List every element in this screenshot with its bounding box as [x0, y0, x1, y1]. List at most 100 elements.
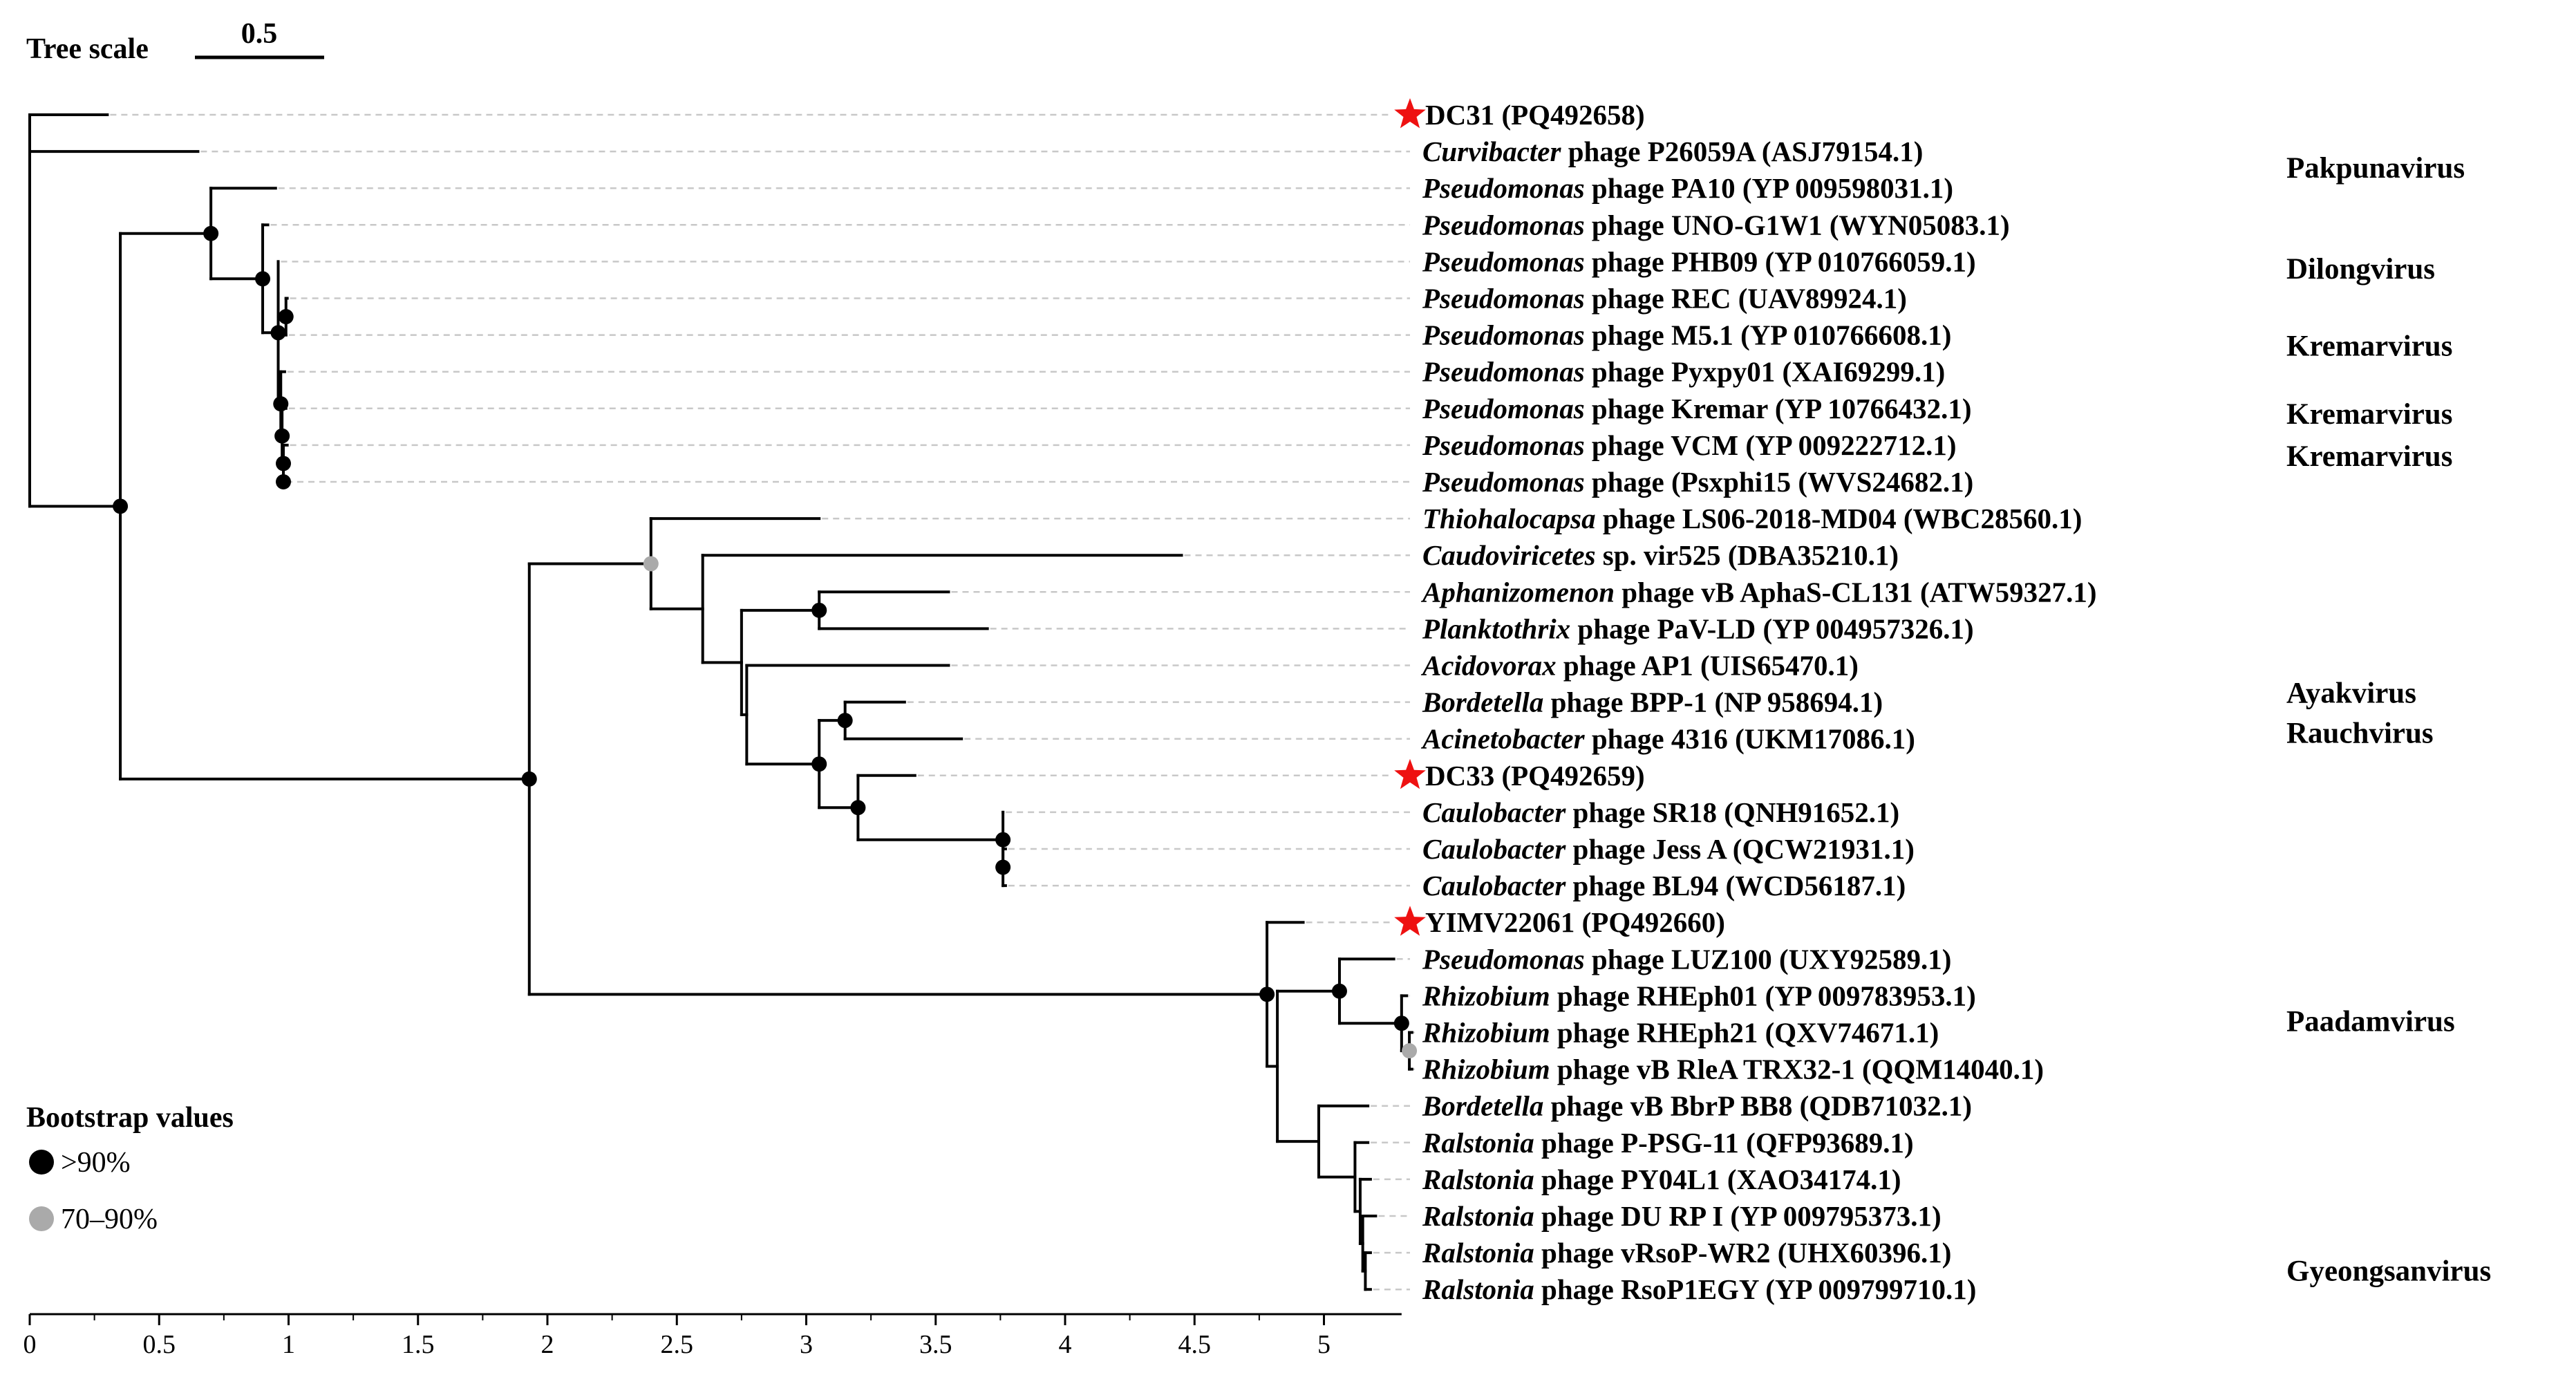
taxon-label: Acinetobacter phage 4316 (UKM17086.1)	[1420, 723, 1915, 755]
taxon-label: Ralstonia phage vRsoP-WR2 (UHX60396.1)	[1422, 1237, 1951, 1269]
highlight-star-icon	[1394, 906, 1426, 936]
highlight-star-icon	[1394, 758, 1426, 789]
taxon-genus: Bordetella	[1422, 686, 1543, 718]
taxon-genus: Pseudomonas	[1422, 245, 1585, 277]
bootstrap-high-dot	[1393, 1016, 1409, 1031]
taxon-genus: Ralstonia	[1422, 1163, 1534, 1195]
x-axis: 0 0.5 1 1.5 2 2.5 3 3.5 4 4.5 5	[23, 1313, 1402, 1359]
bootstrap-high-dot	[278, 309, 294, 325]
axis-tick-label: 4.5	[1178, 1330, 1212, 1359]
taxon-genus: Caulobacter	[1422, 833, 1566, 865]
taxon-label: Bordetella phage BPP-1 (NP 958694.1)	[1422, 686, 1883, 718]
taxon-name: phage PA10 (YP 009598031.1)	[1585, 172, 1953, 204]
bootstrap-high-dot	[995, 859, 1011, 875]
taxon-label: DC31 (PQ492658)	[1425, 99, 1645, 131]
taxon-label: Rhizobium phage RHEph01 (YP 009783953.1)	[1422, 980, 1976, 1011]
taxon-name: phage SR18 (QNH91652.1)	[1566, 796, 1899, 828]
taxon-name: phage P-PSG-11 (QFP93689.1)	[1534, 1127, 1914, 1159]
taxon-label: Bordetella phage vB BbrP BB8 (QDB71032.1…	[1422, 1090, 1972, 1122]
axis-tick-label: 2	[541, 1330, 554, 1359]
taxon-label: Pseudomonas phage Kremar (YP 10766432.1)	[1422, 393, 1972, 424]
axis-tick-label: 4	[1059, 1330, 1072, 1359]
taxon-labels: DC31 (PQ492658) Curvibacter phage P26059A…	[1394, 98, 2096, 1305]
bootstrap-high-dot	[995, 832, 1011, 848]
taxon-genus: Rhizobium	[1422, 1054, 1550, 1085]
taxon-label: Caulobacter phage BL94 (WCD56187.1)	[1422, 870, 1906, 901]
taxon-name: phage Kremar (YP 10766432.1)	[1585, 393, 1972, 424]
bootstrap-high-dot	[273, 396, 289, 412]
taxon-genus: Ralstonia	[1422, 1237, 1534, 1269]
axis-tick-label: 1.5	[402, 1330, 435, 1359]
taxon-name: phage DU RP I (YP 009795373.1)	[1534, 1200, 1942, 1232]
taxon-genus: Ralstonia	[1422, 1127, 1534, 1159]
taxon-label: DC33 (PQ492659)	[1425, 760, 1645, 792]
taxon-name: phage (Psxphi15 (WVS24682.1)	[1585, 466, 1974, 498]
taxon-name: phage Jess A (QCW21931.1)	[1566, 833, 1915, 865]
taxon-genus: Pseudomonas	[1422, 209, 1585, 241]
dashed-guide-lines	[110, 113, 1415, 1291]
taxon-genus: Acinetobacter	[1420, 723, 1586, 755]
bootstrap-nodes	[113, 225, 1418, 1059]
genus-group-label: Kremarvirus	[2286, 330, 2452, 363]
bootstrap-mid-dot	[1402, 1043, 1418, 1059]
bootstrap-high-dot	[1259, 986, 1275, 1002]
taxon-genus: Rhizobium	[1422, 980, 1550, 1011]
taxon-genus: Pseudomonas	[1422, 429, 1585, 461]
bootstrap-high-dot	[274, 428, 290, 444]
taxon-genus: Ralstonia	[1422, 1200, 1534, 1232]
taxon-genus: Acidovorax	[1420, 650, 1557, 682]
taxon-label: Pseudomonas phage Pyxpy01 (XAI69299.1)	[1422, 356, 1945, 388]
genus-group-label: Kremarvirus	[2286, 440, 2452, 473]
taxon-label: Ralstonia phage RsoP1EGY (YP 009799710.1…	[1422, 1273, 1976, 1305]
taxon-genus: Planktothrix	[1422, 612, 1570, 644]
taxon-name: phage RHEph01 (YP 009783953.1)	[1550, 980, 1976, 1011]
taxon-label: Acidovorax phage AP1 (UIS65470.1)	[1420, 650, 1859, 682]
bootstrap-high-dot	[811, 602, 827, 618]
taxon-name: phage vB RleA TRX32-1 (QQM14040.1)	[1550, 1054, 2044, 1085]
taxon-name: phage PY04L1 (XAO34174.1)	[1534, 1163, 1901, 1195]
taxon-genus: Caulobacter	[1422, 796, 1566, 828]
legend-high-dot	[29, 1150, 54, 1175]
genus-group-labels: Pakpunavirus Dilongvirus Kremarvirus Kremar…	[2286, 152, 2491, 1288]
axis-tick-label: 0.5	[143, 1330, 176, 1359]
taxon-genus: Rhizobium	[1422, 1017, 1550, 1049]
axis-tick-label: 1	[282, 1330, 295, 1359]
taxon-genus: Caudoviricetes	[1422, 539, 1596, 571]
bootstrap-high-dot	[276, 474, 292, 489]
axis-tick-label: 0	[23, 1330, 37, 1359]
taxon-name: YIMV22061 (PQ492660)	[1425, 906, 1725, 938]
highlight-star-icon	[1394, 98, 1426, 129]
bootstrap-high-dot	[203, 225, 219, 241]
bootstrap-high-dot	[113, 498, 129, 514]
taxon-label: Pseudomonas phage REC (UAV89924.1)	[1422, 283, 1907, 315]
taxon-label: Pseudomonas phage M5.1 (YP 010766608.1)	[1422, 319, 1951, 351]
legend-high-label: >90%	[61, 1147, 131, 1179]
taxon-genus: Pseudomonas	[1422, 943, 1585, 975]
taxon-label: Thiohalocapsa phage LS06-2018-MD04 (WBC2…	[1422, 503, 2082, 534]
bootstrap-high-dot	[255, 271, 271, 287]
taxon-label: Pseudomonas phage PA10 (YP 009598031.1)	[1422, 172, 1953, 204]
taxon-name: phage Pyxpy01 (XAI69299.1)	[1585, 356, 1946, 388]
taxon-genus: Aphanizomenon	[1420, 576, 1615, 608]
taxon-name: phage vB AphaS-CL131 (ATW59327.1)	[1615, 576, 2096, 608]
taxon-name: phage RsoP1EGY (YP 009799710.1)	[1534, 1273, 1977, 1305]
axis-tick-label: 3	[800, 1330, 813, 1359]
taxon-label: Pseudomonas phage PHB09 (YP 010766059.1)	[1422, 245, 1976, 277]
taxon-label: Caulobacter phage SR18 (QNH91652.1)	[1422, 796, 1899, 828]
taxon-genus: Pseudomonas	[1422, 393, 1585, 424]
bootstrap-legend: Bootstrap values >90% 70–90%	[26, 1102, 234, 1235]
taxon-label: Pseudomonas phage UNO-G1W1 (WYN05083.1)	[1422, 209, 2010, 241]
axis-tick-label: 2.5	[661, 1330, 694, 1359]
taxon-label: Caulobacter phage Jess A (QCW21931.1)	[1422, 833, 1915, 865]
taxon-label: Ralstonia phage PY04L1 (XAO34174.1)	[1422, 1163, 1901, 1195]
bootstrap-high-dot	[276, 456, 292, 471]
taxon-name: sp. vir525 (DBA35210.1)	[1596, 539, 1899, 571]
tree-branches	[28, 113, 1413, 1291]
bootstrap-high-dot	[270, 325, 286, 341]
taxon-name: phage VCM (YP 009222712.1)	[1585, 429, 1957, 461]
legend-mid-dot	[29, 1206, 54, 1231]
bootstrap-high-dot	[521, 771, 537, 787]
taxon-genus: Pseudomonas	[1422, 283, 1585, 315]
genus-group-label: Paadamvirus	[2286, 1006, 2455, 1038]
